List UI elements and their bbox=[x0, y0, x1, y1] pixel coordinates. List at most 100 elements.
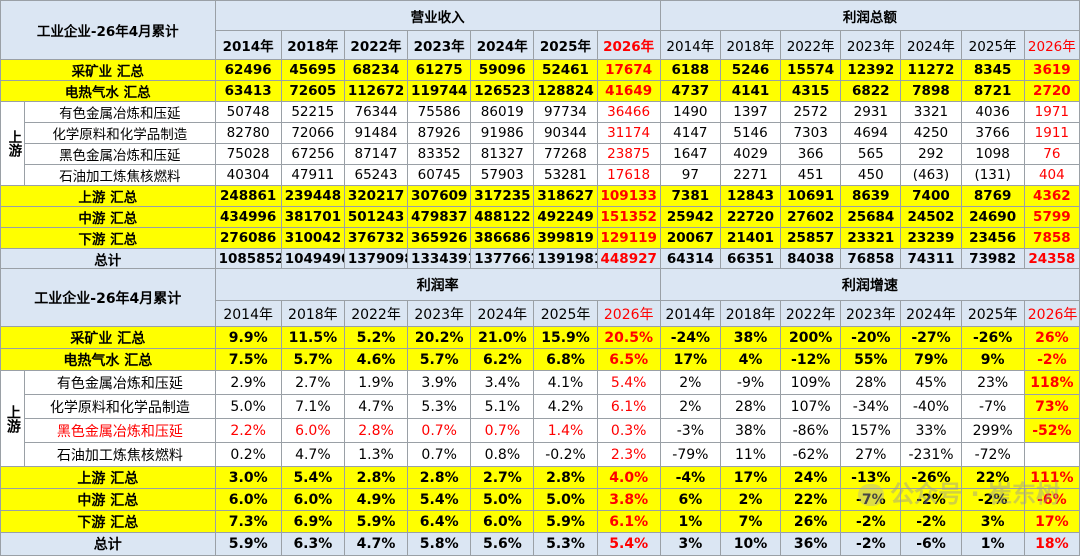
table-cell: 38% bbox=[719, 418, 782, 443]
table-cell: 2931 bbox=[840, 101, 902, 123]
table-cell: 76344 bbox=[343, 101, 409, 123]
table-cell: 0.7% bbox=[407, 418, 472, 443]
table-cell: 365926 bbox=[407, 227, 472, 249]
table-cell: 5799 bbox=[1023, 206, 1080, 228]
table-cell: 5.3% bbox=[533, 532, 598, 556]
table-cell: 75586 bbox=[407, 101, 472, 123]
section-header-revenue: 营业收入 bbox=[214, 0, 661, 31]
table-cell: 1647 bbox=[659, 143, 721, 165]
year-header: 2026年 bbox=[1023, 30, 1080, 60]
table-cell: 57903 bbox=[470, 164, 535, 186]
table-cell: 6% bbox=[659, 488, 721, 511]
table-cell: 318627 bbox=[533, 185, 598, 207]
table-cell: 38% bbox=[719, 326, 782, 349]
year-header: 2022年 bbox=[780, 300, 842, 327]
table-cell: 1379098 bbox=[343, 248, 409, 270]
table-cell: 61275 bbox=[407, 59, 472, 81]
table-cell: 4.1% bbox=[533, 370, 598, 395]
table-cell: 1085852 bbox=[214, 248, 282, 270]
table-cell: 5.4% bbox=[407, 488, 472, 511]
table-cell: 36% bbox=[780, 532, 842, 556]
year-header: 2026年 bbox=[596, 30, 661, 60]
table-cell: 3% bbox=[960, 510, 1025, 533]
year-header: 2018年 bbox=[280, 300, 345, 327]
table-cell: 5.8% bbox=[407, 532, 472, 556]
table-cell: 7898 bbox=[900, 80, 962, 102]
row-label: 有色金属冶炼和压延 bbox=[24, 370, 216, 395]
table-cell: 320217 bbox=[343, 185, 409, 207]
table-cell: 2.2% bbox=[214, 418, 282, 443]
table-cell: 0.2% bbox=[214, 442, 282, 467]
table-row: 采矿业 汇总 9.9% 11.5% 5.2% 20.2% 21.0% 15.9% 20.5% -… bbox=[0, 326, 1080, 349]
row-label: 石油加工炼焦核燃料 bbox=[24, 164, 216, 186]
table-cell: -52% bbox=[1023, 418, 1080, 443]
table-cell: 3619 bbox=[1023, 59, 1080, 81]
table-cell: 5.0% bbox=[533, 488, 598, 511]
table-cell: 73% bbox=[1023, 394, 1080, 419]
table-cell: 2.9% bbox=[214, 370, 282, 395]
table-cell: 11.5% bbox=[280, 326, 345, 349]
margin-growth-table: 工业企业-26年4月累计 利润率 利润增速 2014年 2018年 2022年 … bbox=[0, 268, 1080, 556]
table-cell: 565 bbox=[840, 143, 902, 165]
row-label: 石油加工炼焦核燃料 bbox=[24, 442, 216, 467]
table-cell: 7% bbox=[719, 510, 782, 533]
table-cell: 4.7% bbox=[343, 532, 409, 556]
table-cell: -2% bbox=[840, 532, 902, 556]
table-cell: 6.0% bbox=[214, 488, 282, 511]
table-cell: -13% bbox=[840, 466, 902, 489]
table-cell: 22% bbox=[780, 488, 842, 511]
table-cell: 6.0% bbox=[280, 418, 345, 443]
table-cell: 3766 bbox=[960, 122, 1025, 144]
year-header: 2022年 bbox=[343, 30, 409, 60]
table-cell: 276086 bbox=[214, 227, 282, 249]
table-cell: 129119 bbox=[596, 227, 661, 249]
table-cell: 492249 bbox=[533, 206, 598, 228]
table-cell: 20.5% bbox=[596, 326, 661, 349]
table-cell: 6822 bbox=[840, 80, 902, 102]
table-row: 电热气水 汇总 63413 72605 112672 119744 126523 12882… bbox=[0, 80, 1080, 102]
table-cell: 68234 bbox=[343, 59, 409, 81]
table-cell: 52215 bbox=[280, 101, 345, 123]
row-label: 中游 汇总 bbox=[0, 206, 216, 228]
table-row: 中游 汇总 6.0% 6.0% 4.9% 5.4% 5.0% 5.0% 3.8% 6% 2% 22%… bbox=[0, 488, 1080, 511]
row-label: 黑色金属冶炼和压延 bbox=[24, 418, 216, 443]
table-cell: 2.7% bbox=[280, 370, 345, 395]
table-cell: 3.4% bbox=[470, 370, 535, 395]
table-cell: -4% bbox=[659, 466, 721, 489]
table-cell: 26% bbox=[780, 510, 842, 533]
table-cell: 8769 bbox=[960, 185, 1025, 207]
table-row: 总计 1085852 1049490 1379098 1334391 1377662 139… bbox=[0, 248, 1080, 270]
table-row: 上游 有色金属冶炼和压延 50748 52215 76344 75586 86019 9773… bbox=[0, 101, 1080, 186]
table-cell: 7.5% bbox=[214, 348, 282, 371]
row-label: 中游 汇总 bbox=[0, 488, 216, 511]
table-cell: 4.6% bbox=[343, 348, 409, 371]
section-header-profit-margin: 利润率 bbox=[214, 268, 661, 301]
table-cell: 17% bbox=[1023, 510, 1080, 533]
table-title: 工业企业-26年4月累计 bbox=[0, 0, 216, 60]
table-cell: 17674 bbox=[596, 59, 661, 81]
table-cell: 21.0% bbox=[470, 326, 535, 349]
table-cell: 25942 bbox=[659, 206, 721, 228]
table-cell: 2.8% bbox=[533, 466, 598, 489]
table-cell: 84038 bbox=[780, 248, 842, 270]
table-cell: 76 bbox=[1023, 143, 1080, 165]
table-cell: 63413 bbox=[214, 80, 282, 102]
table-cell: -40% bbox=[900, 394, 962, 419]
table-cell: 91484 bbox=[343, 122, 409, 144]
table-cell: 11% bbox=[719, 442, 782, 467]
table-cell: 21401 bbox=[719, 227, 782, 249]
table-cell: 239448 bbox=[280, 185, 345, 207]
table-cell: 97734 bbox=[533, 101, 598, 123]
table-row: 石油加工炼焦核燃料 40304 47911 65243 60745 57903 53281 1… bbox=[1, 164, 1080, 186]
year-header: 2024年 bbox=[470, 300, 535, 327]
table-cell: 24358 bbox=[1023, 248, 1080, 270]
table-row: 总计 5.9% 6.3% 4.7% 5.8% 5.6% 5.3% 5.4% 3% 10% 36% -2… bbox=[0, 532, 1080, 556]
table-cell: 1049490 bbox=[280, 248, 345, 270]
table-cell: 17% bbox=[719, 466, 782, 489]
table-cell: 0.3% bbox=[596, 418, 661, 443]
table-cell: 4147 bbox=[659, 122, 721, 144]
table-cell: 3.9% bbox=[407, 370, 472, 395]
table-cell: 119744 bbox=[407, 80, 472, 102]
table-cell: 2.8% bbox=[343, 466, 409, 489]
table-cell: -26% bbox=[960, 326, 1025, 349]
